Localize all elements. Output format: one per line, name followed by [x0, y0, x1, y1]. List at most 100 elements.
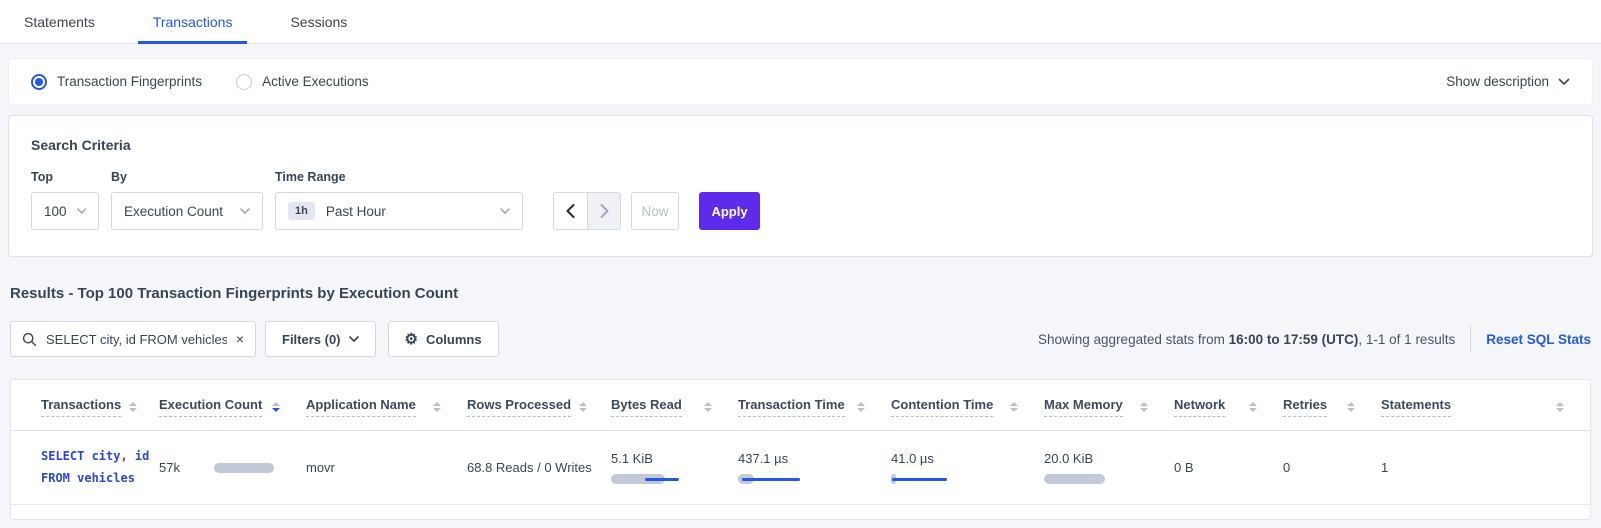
- bar-stddev-line: [645, 477, 679, 481]
- sort-icon[interactable]: [129, 402, 138, 412]
- column-header-network[interactable]: Network: [1174, 380, 1283, 431]
- table-header-row: Transactions Execution Count Application…: [11, 380, 1590, 431]
- cell-execution-count: 57k: [159, 430, 306, 506]
- column-label: Transactions: [41, 397, 122, 417]
- chevron-down-icon: [500, 208, 510, 214]
- tab-statements[interactable]: Statements: [24, 0, 95, 43]
- column-label: Rows Processed: [467, 397, 572, 417]
- transaction-time-value: 437.1 µs: [738, 451, 789, 467]
- time-range-label: Time Range: [275, 170, 346, 184]
- sort-icon[interactable]: [1249, 402, 1257, 412]
- column-header-bytes-read[interactable]: Bytes Read: [611, 380, 738, 431]
- table-row: SELECT city, id FROM vehicles 57k movr 6…: [11, 430, 1590, 506]
- transaction-fingerprint-link[interactable]: SELECT city, id FROM vehicles: [41, 446, 149, 489]
- column-header-retries[interactable]: Retries: [1283, 380, 1381, 431]
- sort-icon[interactable]: [857, 402, 865, 412]
- column-header-application-name[interactable]: Application Name: [306, 380, 467, 431]
- time-range-field: Time Range 1h Past Hour: [275, 170, 523, 230]
- rows-processed-value: 68.8 Reads / 0 Writes: [467, 460, 592, 476]
- bar-stddev-line: [742, 477, 800, 481]
- columns-button-label: Columns: [425, 331, 482, 347]
- column-header-transactions[interactable]: Transactions: [11, 380, 159, 431]
- sort-icon[interactable]: [1347, 402, 1355, 412]
- results-table-card: Transactions Execution Count Application…: [10, 379, 1591, 521]
- search-icon: [22, 332, 37, 346]
- filters-button[interactable]: Filters (0): [265, 321, 376, 357]
- reset-sql-stats-link[interactable]: Reset SQL Stats: [1486, 331, 1591, 347]
- by-select[interactable]: Execution Count: [111, 192, 263, 230]
- cell-contention-time: 41.0 µs: [891, 430, 1044, 506]
- time-range-select[interactable]: 1h Past Hour: [275, 192, 523, 230]
- showing-stats-text: Showing aggregated stats from 16:00 to 1…: [1038, 331, 1456, 347]
- radio-unselected-icon: [236, 73, 253, 90]
- transactions-table: Transactions Execution Count Application…: [11, 380, 1590, 506]
- clear-search-icon[interactable]: ×: [235, 331, 244, 347]
- results-controls-row: × Filters (0) ⚙ Columns Showing aggregat…: [10, 321, 1591, 357]
- sort-icon[interactable]: [1010, 402, 1018, 412]
- max-memory-bar: [1044, 474, 1112, 485]
- column-header-transaction-time[interactable]: Transaction Time: [738, 380, 891, 431]
- execution-count-bar: [213, 462, 280, 473]
- search-criteria-controls: Top 100 By Execution Count Time Range 1h…: [31, 170, 1570, 230]
- time-range-value: Past Hour: [325, 203, 386, 219]
- sql-line: FROM vehicles: [41, 470, 135, 485]
- previous-time-range-button[interactable]: [554, 193, 587, 229]
- contention-time-value: 41.0 µs: [891, 451, 934, 467]
- chevron-right-icon: [600, 204, 608, 218]
- apply-button[interactable]: Apply: [699, 192, 760, 230]
- column-label: Statements: [1381, 397, 1452, 417]
- sort-icon[interactable]: [704, 402, 712, 412]
- cell-network: 0 B: [1174, 430, 1283, 506]
- search-criteria-card: Search Criteria Top 100 By Execution Cou…: [8, 115, 1593, 257]
- column-label: Contention Time: [891, 397, 994, 417]
- cell-rows-processed: 68.8 Reads / 0 Writes: [467, 430, 611, 506]
- show-description-label: Show description: [1446, 74, 1549, 89]
- radio-active-executions[interactable]: Active Executions: [236, 73, 369, 90]
- by-select-value: Execution Count: [124, 203, 224, 219]
- stats-time-range: 16:00 to 17:59 (UTC): [1228, 331, 1359, 347]
- column-header-max-memory[interactable]: Max Memory: [1044, 380, 1174, 431]
- radio-transaction-fingerprints-label: Transaction Fingerprints: [57, 74, 203, 89]
- cell-statements: 1: [1381, 430, 1590, 506]
- application-name-value: movr: [306, 460, 335, 476]
- radio-active-executions-label: Active Executions: [262, 74, 369, 89]
- column-header-contention-time[interactable]: Contention Time: [891, 380, 1044, 431]
- column-header-statements[interactable]: Statements: [1381, 380, 1590, 431]
- column-header-execution-count[interactable]: Execution Count: [159, 380, 306, 431]
- sort-icon[interactable]: [272, 402, 280, 412]
- contention-time-bar: [891, 474, 959, 485]
- now-button[interactable]: Now: [631, 192, 679, 230]
- next-time-range-button[interactable]: [587, 193, 620, 229]
- chevron-left-icon: [566, 204, 575, 218]
- chevron-down-icon: [348, 336, 359, 342]
- time-range-badge: 1h: [288, 202, 315, 220]
- radio-transaction-fingerprints[interactable]: Transaction Fingerprints: [31, 73, 203, 90]
- time-range-arrows: [553, 192, 621, 230]
- bytes-read-value: 5.1 KiB: [611, 451, 653, 467]
- bar-stddev-line: [892, 477, 947, 481]
- search-box: ×: [10, 321, 256, 357]
- sort-icon[interactable]: [433, 402, 441, 412]
- sort-icon[interactable]: [579, 402, 588, 412]
- column-label: Network: [1174, 397, 1226, 417]
- cell-transaction-time: 437.1 µs: [738, 430, 891, 506]
- filters-button-label: Filters (0): [282, 331, 341, 347]
- show-description-toggle[interactable]: Show description: [1446, 74, 1570, 89]
- search-input[interactable]: [46, 331, 227, 347]
- time-range-current: 1h Past Hour: [288, 202, 386, 220]
- view-mode-panel: Transaction Fingerprints Active Executio…: [8, 58, 1593, 105]
- sort-icon[interactable]: [1556, 402, 1564, 412]
- tab-sessions[interactable]: Sessions: [290, 0, 347, 43]
- sort-icon[interactable]: [1140, 402, 1148, 412]
- results-heading: Results - Top 100 Transaction Fingerprin…: [10, 285, 459, 302]
- radio-selected-icon: [31, 73, 47, 90]
- column-label: Execution Count: [159, 397, 263, 417]
- tab-transactions-label: Transactions: [152, 13, 233, 30]
- tab-transactions[interactable]: Transactions: [137, 0, 248, 44]
- aggregated-stats-summary: Showing aggregated stats from 16:00 to 1…: [1038, 326, 1591, 352]
- page-tabbar: Statements Transactions Sessions: [0, 0, 1601, 44]
- column-header-rows-processed[interactable]: Rows Processed: [467, 380, 611, 431]
- top-select[interactable]: 100: [31, 192, 99, 230]
- columns-button[interactable]: ⚙ Columns: [387, 321, 499, 357]
- bar-mean-segment: [611, 474, 665, 485]
